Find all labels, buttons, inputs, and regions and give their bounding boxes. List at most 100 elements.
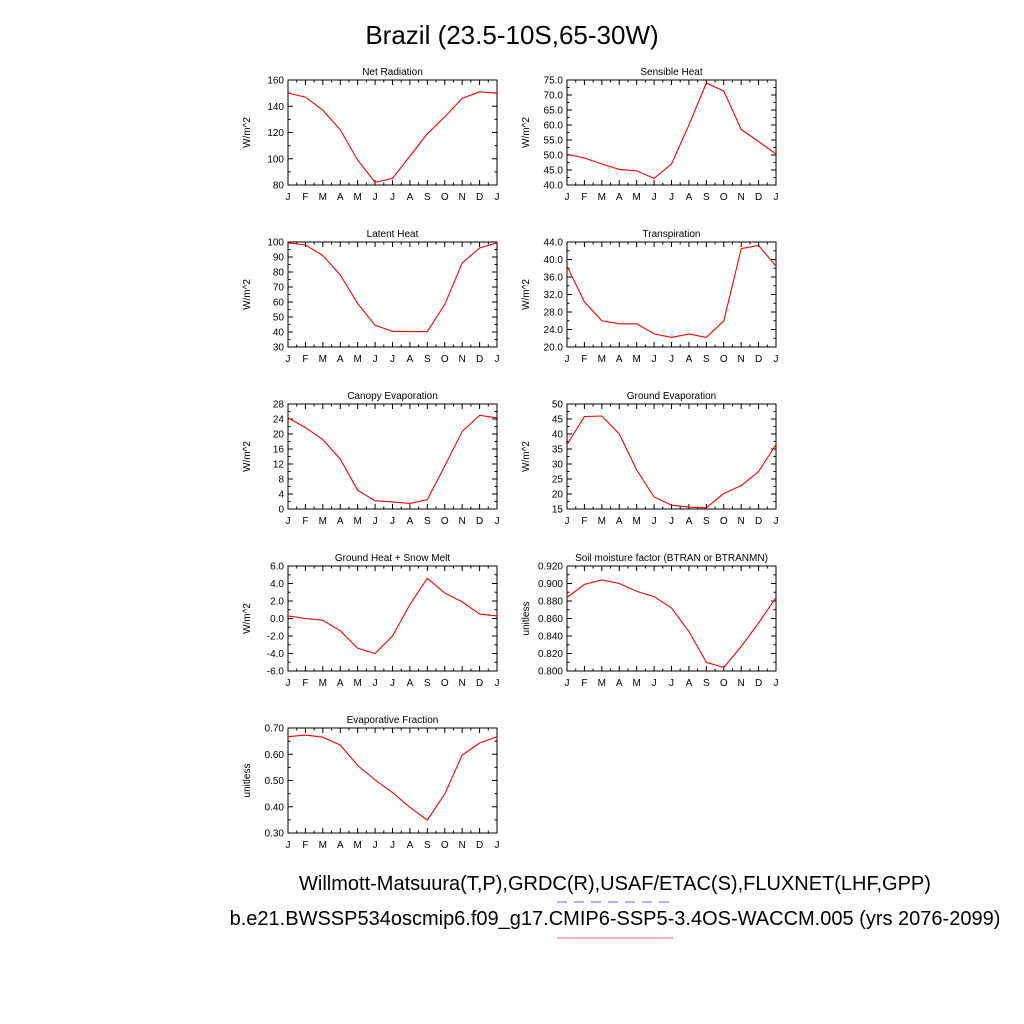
y-tick-label: 0.40 — [265, 802, 285, 813]
y-axis-label: unitless — [521, 602, 532, 636]
x-tick-label: S — [424, 192, 431, 203]
x-tick-label: J — [652, 516, 657, 527]
y-tick-label: 100 — [267, 238, 284, 249]
x-tick-label: N — [459, 840, 466, 851]
x-tick-label: J — [495, 192, 500, 203]
plot-frame — [566, 241, 777, 348]
x-tick-label: O — [441, 354, 449, 365]
x-tick-label: A — [407, 678, 414, 689]
x-tick-label: A — [616, 354, 623, 365]
plot-frame — [287, 565, 498, 672]
x-tick-label: M — [632, 516, 640, 527]
y-tick-label: 0.820 — [538, 649, 563, 660]
x-tick-label: M — [598, 678, 606, 689]
x-tick-label: S — [424, 840, 431, 851]
y-tick-label: 2.0 — [270, 597, 284, 608]
x-tick-label: S — [703, 516, 710, 527]
panel-title: Net Radiation — [362, 67, 423, 78]
y-tick-label: 0.0 — [270, 614, 284, 625]
x-tick-label: M — [353, 516, 361, 527]
y-tick-label: 45.0 — [544, 166, 564, 177]
x-tick-label: A — [616, 516, 623, 527]
x-tick-label: S — [424, 678, 431, 689]
y-tick-label: 120 — [267, 128, 284, 139]
x-tick-label: D — [755, 678, 762, 689]
x-tick-label: J — [565, 678, 570, 689]
x-tick-label: J — [565, 354, 570, 365]
y-tick-label: 44.0 — [544, 238, 564, 249]
x-tick-label: J — [390, 516, 395, 527]
panel-title: Sensible Heat — [640, 67, 702, 78]
y-tick-label: 35 — [552, 445, 564, 456]
y-tick-label: 0.840 — [538, 632, 563, 643]
y-tick-label: 20.0 — [544, 343, 564, 354]
x-tick-label: M — [319, 678, 327, 689]
y-tick-label: 0.800 — [538, 667, 563, 678]
x-tick-label: M — [353, 192, 361, 203]
y-tick-label: 65.0 — [544, 106, 564, 117]
y-tick-label: 70.0 — [544, 91, 564, 102]
x-tick-label: N — [738, 354, 745, 365]
x-tick-label: D — [476, 840, 483, 851]
y-tick-label: 0.920 — [538, 562, 563, 573]
x-tick-label: N — [738, 516, 745, 527]
x-tick-label: J — [652, 192, 657, 203]
x-tick-label: O — [441, 192, 449, 203]
x-tick-label: M — [353, 840, 361, 851]
x-tick-label: J — [774, 516, 779, 527]
panel-title: Latent Heat — [367, 229, 419, 240]
figure-title: Brazil (23.5-10S,65-30W) — [365, 20, 658, 50]
x-tick-label: J — [286, 678, 291, 689]
x-tick-label: D — [755, 516, 762, 527]
x-tick-label: O — [720, 354, 728, 365]
x-tick-label: D — [476, 192, 483, 203]
y-tick-label: 0.860 — [538, 614, 563, 625]
x-tick-label: A — [407, 354, 414, 365]
x-tick-label: M — [598, 192, 606, 203]
x-tick-label: J — [373, 192, 378, 203]
x-tick-label: A — [337, 192, 344, 203]
x-tick-label: S — [703, 354, 710, 365]
x-tick-label: O — [441, 678, 449, 689]
panel-title: Ground Heat + Snow Melt — [335, 553, 451, 564]
x-tick-label: F — [581, 678, 587, 689]
y-tick-label: 24 — [273, 415, 285, 426]
x-tick-label: F — [581, 354, 587, 365]
x-tick-label: M — [632, 354, 640, 365]
plot-frame — [287, 79, 498, 186]
x-tick-label: J — [390, 678, 395, 689]
y-tick-label: 8 — [278, 475, 284, 486]
y-tick-label: 60.0 — [544, 121, 564, 132]
plot-frame — [287, 727, 498, 834]
x-tick-label: N — [738, 678, 745, 689]
y-tick-label: 90 — [273, 253, 285, 264]
x-tick-label: A — [686, 678, 693, 689]
y-axis-label: W/m^2 — [521, 117, 532, 148]
y-tick-label: 20 — [552, 490, 564, 501]
y-tick-label: 0 — [278, 505, 284, 516]
x-tick-label: J — [669, 192, 674, 203]
x-tick-label: M — [353, 354, 361, 365]
x-tick-label: S — [424, 516, 431, 527]
y-tick-label: 40 — [552, 430, 564, 441]
y-tick-label: 0.50 — [265, 776, 285, 787]
x-tick-label: F — [302, 354, 308, 365]
x-tick-label: M — [598, 516, 606, 527]
x-tick-label: J — [652, 354, 657, 365]
x-tick-label: F — [302, 192, 308, 203]
x-tick-label: M — [632, 192, 640, 203]
x-tick-label: N — [459, 678, 466, 689]
y-tick-label: 4 — [278, 490, 284, 501]
y-tick-label: 45 — [552, 415, 564, 426]
y-tick-label: 30 — [552, 460, 564, 471]
x-tick-label: J — [373, 516, 378, 527]
series-line — [566, 244, 777, 338]
panel-title: Ground Evaporation — [627, 391, 717, 402]
y-tick-label: 50.0 — [544, 151, 564, 162]
y-tick-label: 50 — [273, 313, 285, 324]
series-line — [287, 414, 498, 504]
y-tick-label: 24.0 — [544, 325, 564, 336]
footer-line-2: b.e21.BWSSP534oscmip6.f09_g17.CMIP6-SSP5… — [230, 908, 1001, 930]
